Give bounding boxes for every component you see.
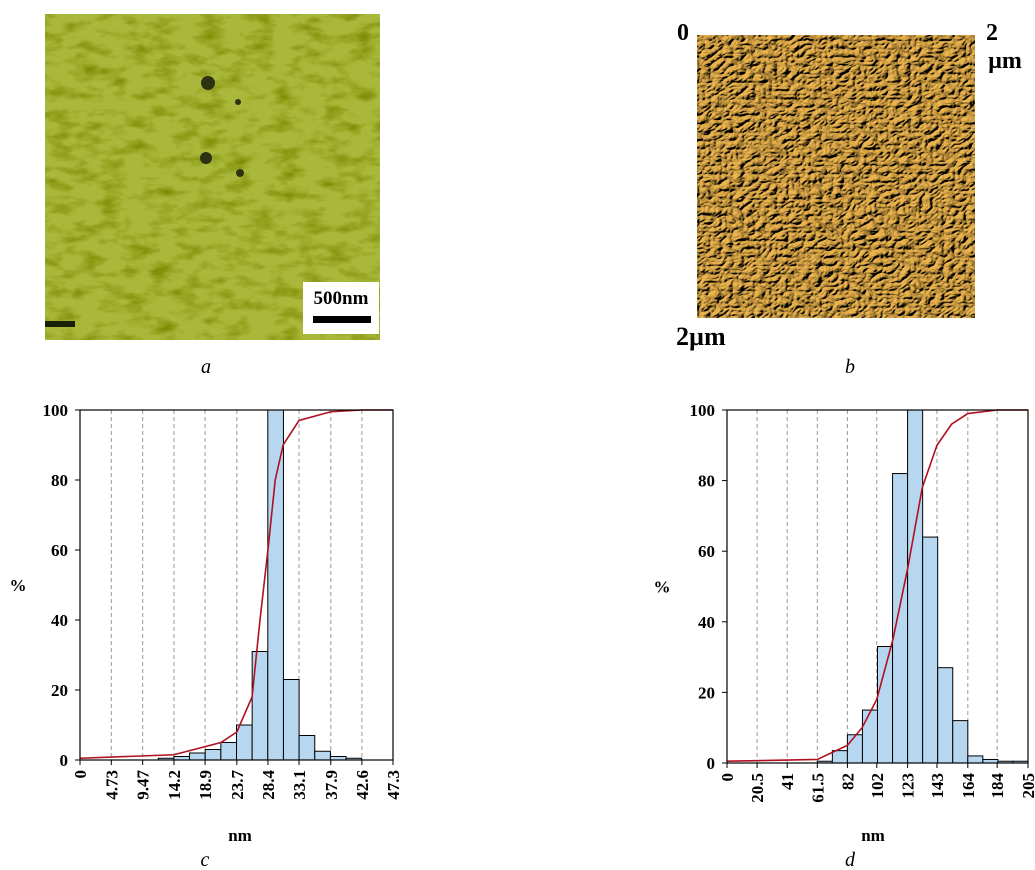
y-axis-label: % <box>654 578 671 597</box>
bar <box>861 709 879 764</box>
x-axis-label: nm <box>861 826 885 845</box>
axis-unit: µm <box>988 48 1022 74</box>
x-tick-label: 0 <box>718 773 737 782</box>
y-tick-label: 40 <box>698 613 715 632</box>
y-tick-label: 100 <box>43 401 69 420</box>
plot-frame <box>726 409 1029 764</box>
y-tick-label: 80 <box>698 472 715 491</box>
bar <box>846 734 863 764</box>
y-tick-label: 100 <box>690 401 716 420</box>
scale-bar-label: 500nm <box>314 288 369 309</box>
x-axis-label: nm <box>228 826 252 845</box>
x-tick-label: 20.5 <box>748 773 767 803</box>
x-tick-label: 14.2 <box>165 770 184 800</box>
bar <box>967 755 984 764</box>
x-tick-label: 37.9 <box>322 770 341 800</box>
x-tick-label: 9.47 <box>134 770 153 800</box>
bar <box>282 679 300 761</box>
afm-image: 0 2 µm 2µm <box>676 20 1022 351</box>
x-tick-label: 143 <box>928 773 947 799</box>
x-tick-label: 4.73 <box>102 770 121 800</box>
x-tick-label: 0 <box>71 770 90 779</box>
bar <box>298 735 316 761</box>
bar <box>314 750 331 761</box>
y-tick-label: 80 <box>51 471 68 490</box>
axis-end: 2µm <box>676 322 726 351</box>
x-tick-label: 42.6 <box>353 770 372 800</box>
panel-caption: a <box>201 356 211 378</box>
x-tick-label: 28.4 <box>259 770 278 800</box>
bar <box>892 473 909 764</box>
y-tick-label: 0 <box>707 754 716 773</box>
bar <box>204 749 222 761</box>
x-tick-label: 123 <box>899 773 918 799</box>
x-tick-label: 33.1 <box>290 770 309 800</box>
y-tick-label: 40 <box>51 611 68 630</box>
x-tick-label: 82 <box>838 773 857 790</box>
x-tick-label: 102 <box>868 773 887 799</box>
axis-end: 2 <box>986 20 998 46</box>
y-tick-label: 20 <box>698 683 715 702</box>
panel-caption: b <box>845 356 855 378</box>
plot-frame <box>79 409 394 761</box>
y-axis-label: % <box>10 576 27 595</box>
bar <box>922 536 939 764</box>
tem-image: 500nm <box>45 14 380 340</box>
panel-caption: d <box>845 849 856 870</box>
x-tick-label: 61.5 <box>808 773 827 803</box>
y-tick-label: 60 <box>698 542 715 561</box>
x-tick-label: 41 <box>778 773 797 790</box>
y-tick-label: 60 <box>51 541 68 560</box>
bar <box>236 724 253 761</box>
axis-origin: 0 <box>677 20 689 46</box>
bar <box>267 409 284 761</box>
cumulative-line <box>726 409 1028 763</box>
x-tick-label: 205 <box>1019 773 1035 799</box>
x-tick-label: 23.7 <box>228 770 247 800</box>
x-tick-label: 164 <box>959 773 978 799</box>
bar <box>877 646 894 764</box>
y-tick-label: 0 <box>60 751 69 770</box>
panel-caption: c <box>201 849 210 870</box>
bar <box>937 667 954 764</box>
bar <box>952 720 969 764</box>
x-tick-label: 18.9 <box>196 770 215 800</box>
bar <box>220 742 238 761</box>
y-tick-label: 20 <box>51 681 68 700</box>
bar <box>831 750 848 764</box>
bar <box>907 409 924 764</box>
cumulative-line <box>79 409 393 760</box>
x-tick-label: 47.3 <box>384 770 403 800</box>
bar <box>189 752 206 761</box>
x-tick-label: 184 <box>988 773 1007 799</box>
